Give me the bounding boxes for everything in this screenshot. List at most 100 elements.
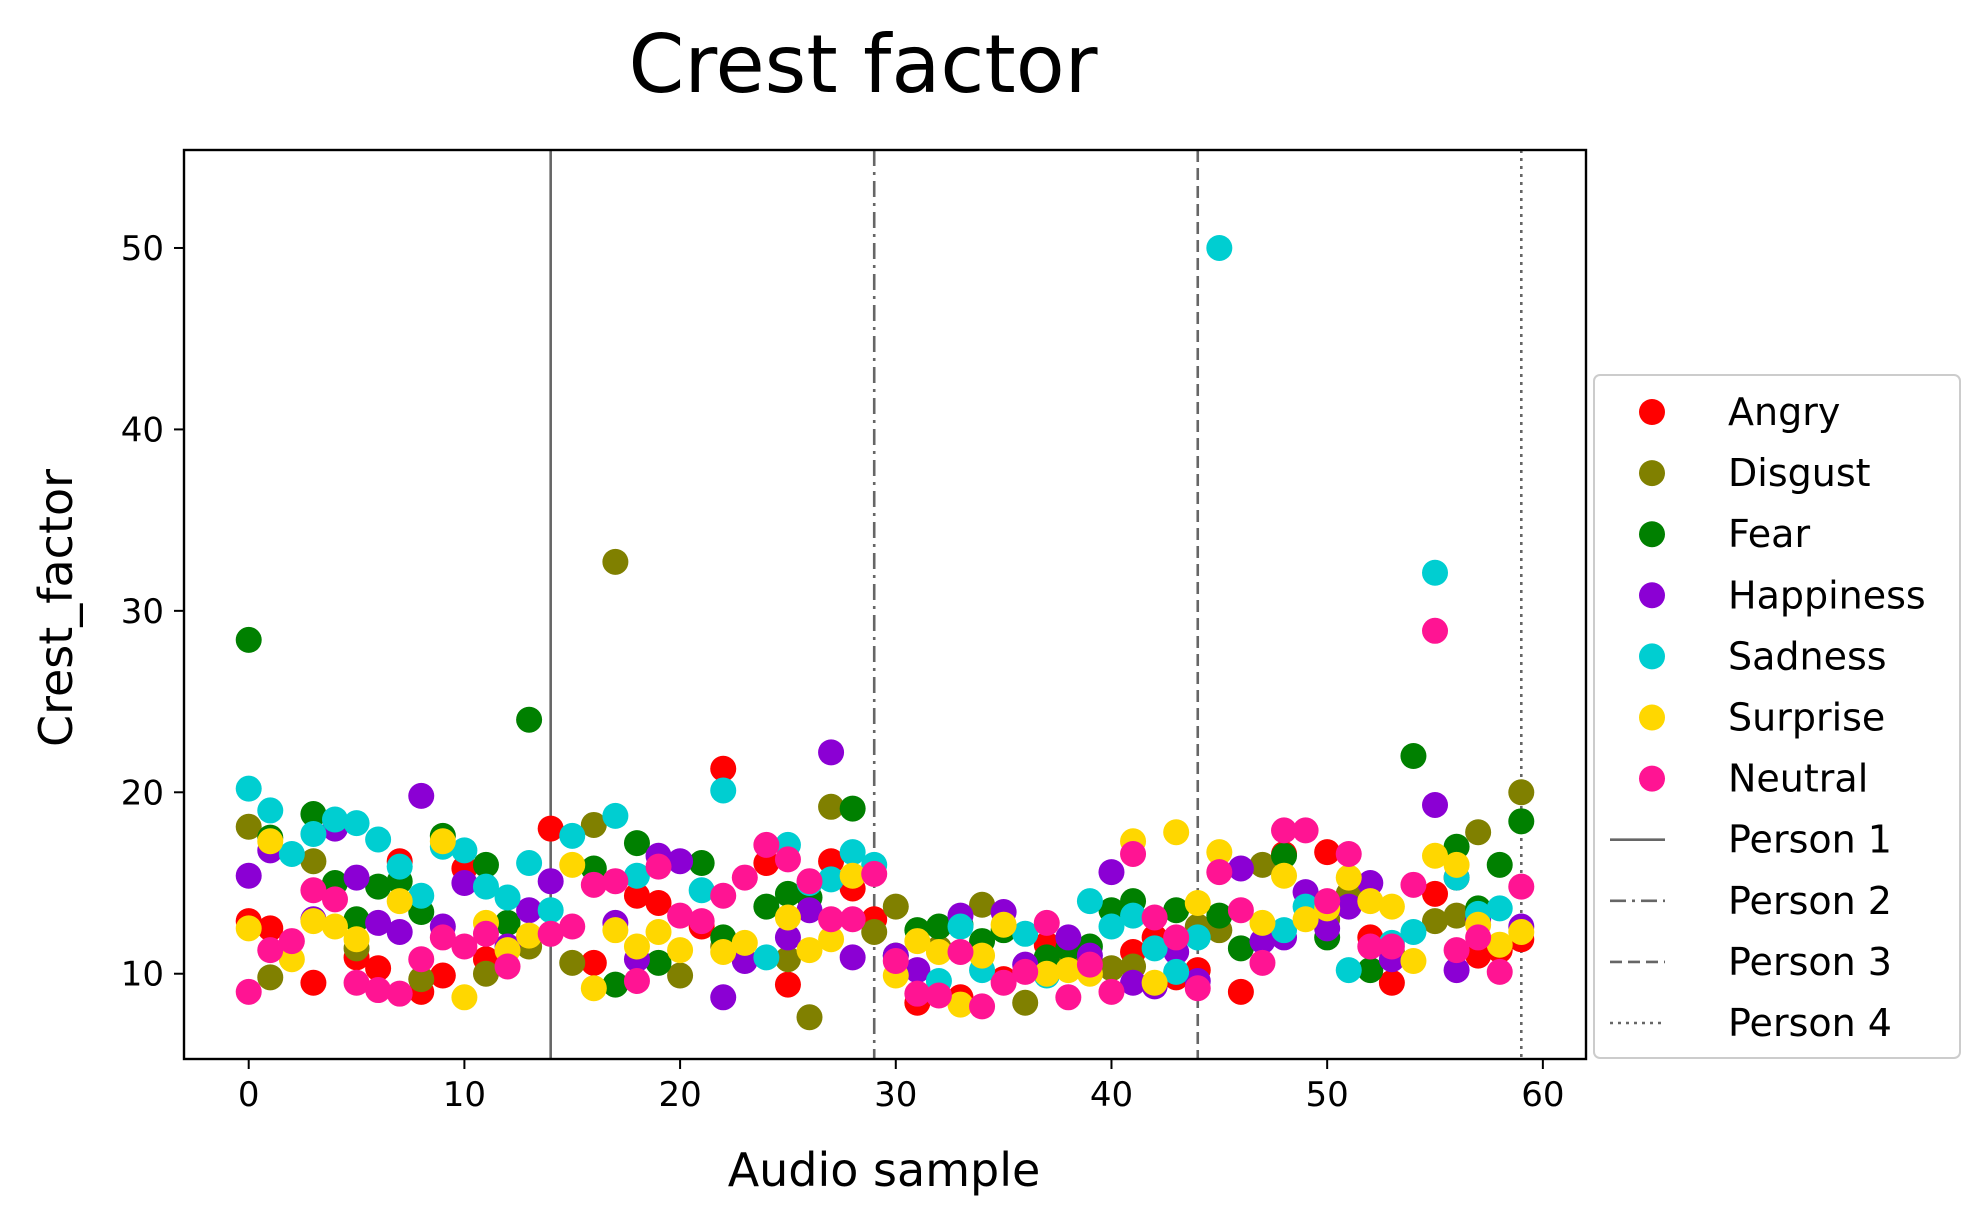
point-surprise — [1055, 957, 1082, 984]
point-surprise — [429, 828, 456, 855]
point-fear — [1206, 902, 1233, 929]
x-tick-label: 50 — [1306, 1075, 1349, 1115]
point-neutral — [623, 967, 650, 994]
point-disgust — [1465, 819, 1492, 846]
point-surprise — [774, 904, 801, 931]
point-surprise — [451, 984, 478, 1011]
point-neutral — [1271, 817, 1298, 844]
point-neutral — [1400, 871, 1427, 898]
point-neutral — [990, 969, 1017, 996]
point-sadness — [1120, 902, 1147, 929]
point-neutral — [386, 980, 413, 1007]
point-disgust — [408, 966, 435, 993]
point-sadness — [1184, 924, 1211, 951]
point-sadness — [386, 853, 413, 880]
point-surprise — [839, 862, 866, 889]
point-happiness — [365, 909, 392, 936]
data-points — [235, 234, 1535, 1031]
point-disgust — [1012, 989, 1039, 1016]
point-happiness — [537, 868, 564, 895]
point-angry — [1465, 942, 1492, 969]
point-disgust — [472, 960, 499, 987]
point-neutral — [1141, 904, 1168, 931]
point-sadness — [516, 850, 543, 877]
point-happiness — [516, 897, 543, 924]
legend-label-fear: Fear — [1728, 512, 1810, 556]
legend-label-person-3: Person 3 — [1728, 940, 1892, 984]
point-happiness — [667, 848, 694, 875]
point-sadness — [343, 810, 370, 837]
legend-label-person-2: Person 2 — [1728, 879, 1892, 923]
point-surprise — [1400, 948, 1427, 975]
point-surprise — [818, 926, 845, 953]
legend-label-happiness: Happiness — [1728, 573, 1926, 617]
point-sadness — [947, 913, 974, 940]
axes: 0 10 20 30 40 50 60 10 20 30 40 50 — [121, 148, 1588, 1115]
point-sadness — [623, 862, 650, 889]
point-neutral — [278, 928, 305, 955]
point-neutral — [321, 886, 348, 913]
point-neutral — [1163, 924, 1190, 951]
point-fear — [688, 850, 715, 877]
point-neutral — [365, 977, 392, 1004]
point-sadness — [1141, 935, 1168, 962]
point-surprise — [710, 938, 737, 965]
point-neutral — [1012, 958, 1039, 985]
point-sadness — [537, 897, 564, 924]
point-neutral — [343, 969, 370, 996]
point-happiness — [1098, 859, 1125, 886]
point-neutral — [1508, 873, 1535, 900]
point-surprise — [645, 918, 672, 945]
point-neutral — [753, 831, 780, 858]
point-disgust — [1249, 851, 1276, 878]
point-happiness — [1422, 791, 1449, 818]
point-neutral — [580, 871, 607, 898]
point-neutral — [1098, 978, 1125, 1005]
legend-swatch-surprise — [1639, 704, 1665, 731]
point-sadness — [278, 840, 305, 867]
point-neutral — [1076, 951, 1103, 978]
point-neutral — [1227, 897, 1254, 924]
point-happiness — [451, 870, 478, 897]
point-neutral — [947, 938, 974, 965]
point-happiness — [235, 862, 262, 889]
point-sadness — [257, 797, 284, 824]
point-neutral — [861, 860, 888, 887]
legend-swatch-happiness — [1639, 582, 1665, 609]
point-fear — [645, 949, 672, 976]
point-neutral — [300, 877, 327, 904]
legend: Angry Disgust Fear Happiness Sadness Surprise… — [1593, 374, 1961, 1059]
point-fear — [1443, 833, 1470, 860]
point-neutral — [537, 920, 564, 947]
point-fear — [1271, 842, 1298, 869]
y-tick-label: 50 — [121, 229, 164, 269]
point-fear — [1227, 935, 1254, 962]
point-disgust — [1508, 779, 1535, 806]
point-neutral — [818, 906, 845, 933]
x-axis-label: Audio sample — [728, 1143, 1041, 1197]
point-surprise — [969, 942, 996, 969]
point-happiness — [731, 948, 758, 975]
point-fear — [1486, 851, 1513, 878]
point-fear — [1508, 808, 1535, 835]
point-fear — [235, 626, 262, 653]
legend-swatch-sadness — [1639, 643, 1665, 670]
point-sadness — [1163, 958, 1190, 985]
point-neutral — [969, 993, 996, 1020]
point-fear — [1400, 743, 1427, 769]
point-sadness — [365, 826, 392, 853]
point-surprise — [1184, 889, 1211, 916]
y-tick-label: 10 — [121, 955, 164, 995]
point-surprise — [559, 851, 586, 878]
point-disgust — [1098, 955, 1125, 982]
point-surprise — [1486, 931, 1513, 958]
y-axis-label: Crest_factor — [29, 469, 83, 747]
point-happiness — [1314, 915, 1341, 942]
point-sadness — [753, 944, 780, 971]
x-tick-label: 10 — [443, 1075, 486, 1115]
point-disgust — [882, 893, 909, 920]
point-neutral — [1357, 933, 1384, 960]
point-disgust — [969, 891, 996, 918]
point-happiness — [1249, 928, 1276, 955]
point-neutral — [1314, 888, 1341, 915]
